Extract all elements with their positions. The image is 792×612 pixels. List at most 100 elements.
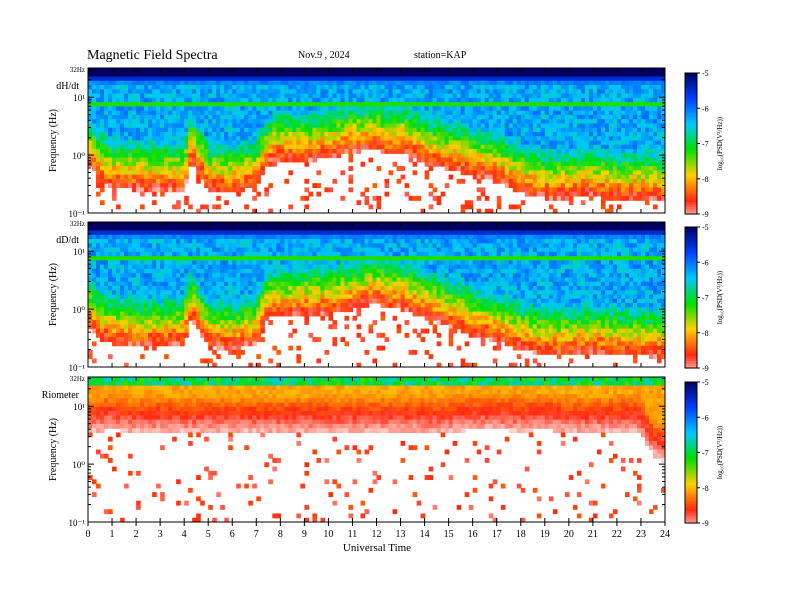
spectrogram-cell (428, 85, 434, 90)
spectrogram-cell (512, 174, 518, 180)
spectrogram-cell (452, 93, 458, 99)
spectrogram-cell (564, 127, 570, 133)
spectrogram-cell (260, 85, 265, 90)
spectrogram-cell (448, 174, 454, 180)
spectrogram-cell (320, 153, 326, 159)
spectrogram-cell (236, 68, 241, 73)
spectrogram-cell (588, 76, 594, 82)
spectrogram-cell (132, 226, 137, 232)
spectrogram-cell (480, 127, 486, 133)
spectrogram-cell (572, 144, 578, 150)
spectrogram-cell (492, 110, 498, 116)
spectrogram-cell (204, 166, 209, 171)
spectrogram-cell (176, 102, 181, 107)
spectrogram-cell (212, 72, 217, 78)
spectrogram-cell (412, 106, 418, 112)
spectrogram-cell (444, 123, 450, 129)
spectrogram-cell (88, 89, 93, 95)
spectrogram-cell (176, 89, 181, 95)
spectrogram-cell (160, 183, 165, 189)
spectrogram-cell (184, 247, 189, 253)
spectrogram-cell (136, 114, 141, 120)
spectrogram-cell (196, 294, 201, 300)
spectrogram-cell (240, 127, 245, 133)
spectrogram-cell (620, 80, 626, 86)
spectrogram-cell (644, 200, 650, 206)
spectrogram-cell (256, 161, 261, 167)
colorbar-cell (685, 110, 697, 114)
spectrogram-cell (652, 80, 658, 86)
spectrogram-cell (496, 127, 502, 133)
spectrogram-cell (128, 281, 133, 287)
spectrogram-cell (116, 268, 121, 274)
spectrogram-cell (208, 161, 213, 167)
spectrogram-cell (192, 264, 197, 270)
spectrogram-cell (372, 85, 378, 90)
spectrogram-cell (172, 136, 177, 142)
spectrogram-cell (484, 136, 490, 142)
colorbar-label: log₁₀(PSD(V²/Hz)) (716, 116, 724, 170)
spectrogram-cell (332, 72, 338, 78)
spectrogram-cell (124, 136, 129, 142)
spectrogram-cell (620, 144, 626, 150)
spectrogram-cell (224, 140, 229, 146)
spectrogram-cell (176, 320, 181, 325)
spectrogram-cell (512, 166, 518, 171)
spectrogram-cell (620, 72, 626, 78)
spectrogram-cell (460, 208, 466, 213)
spectrogram-cell (520, 89, 526, 95)
spectrogram-cell (432, 72, 438, 78)
spectrogram-cell (168, 89, 173, 95)
spectrogram-cell (640, 183, 646, 189)
spectrogram-cell (584, 174, 590, 180)
spectrogram-cell (176, 140, 181, 146)
spectrogram-cell (412, 110, 418, 116)
spectrogram-cell (152, 328, 157, 334)
spectrogram-cell (148, 230, 153, 236)
spectrogram-cell (416, 153, 422, 159)
spectrogram-cell (104, 149, 109, 154)
spectrogram-cell (88, 243, 93, 249)
spectrogram-cell (316, 131, 322, 137)
spectrogram-cell (340, 114, 346, 120)
spectrogram-cell (560, 127, 566, 133)
spectrogram-cell (308, 136, 313, 142)
spectrogram-cell (176, 93, 181, 99)
spectrogram-cell (116, 166, 121, 171)
spectrogram-cell (576, 127, 582, 133)
spectrogram-cell (120, 311, 125, 317)
spectrogram-cell (508, 174, 514, 180)
spectrogram-cell (152, 170, 157, 176)
spectrogram-cell (480, 119, 486, 125)
spectrogram-cell (176, 187, 181, 193)
colorbar-cell (685, 80, 697, 83)
spectrogram-cell (120, 166, 125, 171)
spectrogram-cell (144, 277, 149, 283)
spectrogram-cell (316, 140, 322, 146)
spectrogram-cell (216, 68, 221, 73)
spectrogram-cell (652, 106, 658, 112)
spectrogram-cell (216, 127, 221, 133)
spectrogram-cell (156, 149, 161, 154)
spectrogram-cell (512, 178, 518, 184)
spectrogram-cell (92, 76, 97, 82)
spectrogram-cell (312, 157, 317, 163)
spectrogram-cell (156, 222, 161, 227)
spectrogram-cell (96, 320, 101, 325)
spectrogram-cell (456, 178, 462, 184)
spectrogram-cell (100, 328, 105, 334)
spectrogram-cell (144, 76, 149, 82)
spectrogram-cell (160, 136, 165, 142)
spectrogram-cell (188, 277, 193, 283)
spectrogram-cell (176, 106, 181, 112)
spectrogram-cell (420, 89, 426, 95)
spectrogram-cell (572, 153, 578, 159)
spectrogram-cell (512, 136, 518, 142)
spectrogram-cell (532, 170, 538, 176)
spectrogram-cell (248, 68, 253, 73)
spectrogram-cell (316, 72, 322, 78)
spectrogram-cell (240, 97, 245, 103)
spectrogram-cell (452, 166, 458, 171)
spectrogram-cell (96, 251, 101, 257)
spectrogram-cell (368, 123, 374, 129)
